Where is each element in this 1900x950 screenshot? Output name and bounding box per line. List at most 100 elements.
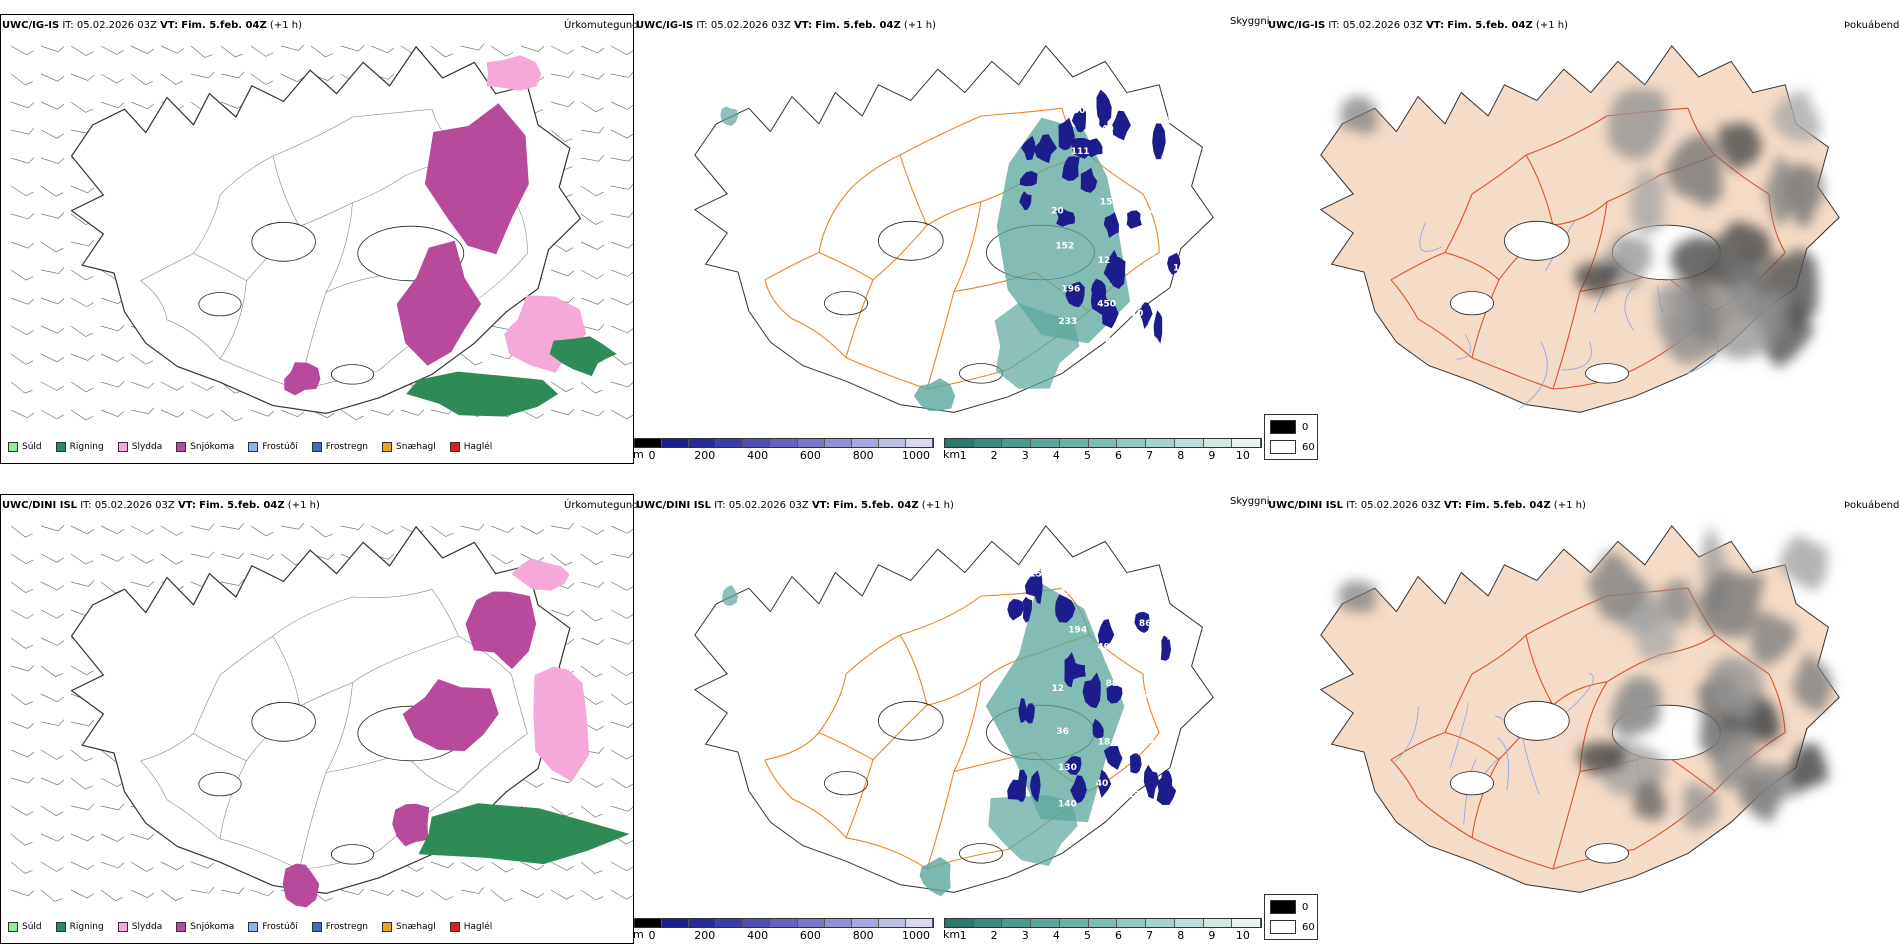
model-name: UWC/DINI ISL [2, 500, 78, 511]
legend-swatch [449, 922, 460, 932]
wind-barb [40, 805, 64, 817]
visibility-value-label: 49 [1097, 642, 1110, 652]
wind-barb [310, 525, 333, 538]
colorbar-tick-label: 3 [1021, 929, 1029, 942]
road-line [1471, 279, 1500, 358]
wind-barb [10, 833, 33, 846]
road-line [458, 733, 528, 793]
wind-barb [370, 45, 395, 54]
wind-barb [100, 381, 125, 388]
fog-areas [1340, 88, 1824, 369]
coastline [1319, 44, 1840, 413]
colorbar-tick-label: 5 [1083, 449, 1091, 462]
snow-area [424, 103, 529, 255]
fog-cell [1664, 134, 1723, 209]
legend-item: Frostregn [311, 922, 368, 932]
wind-barb [10, 73, 33, 86]
wind-barb [10, 609, 34, 619]
valid-time: Fim. 5.feb. 04Z [1465, 500, 1551, 511]
river-line [1497, 737, 1509, 791]
colorbar-tick-label: 7 [1146, 449, 1154, 462]
colorbar-tick-label: 10 [1235, 929, 1250, 942]
road-line [1525, 634, 1554, 706]
fog-cell [1740, 762, 1802, 797]
fog-cell [1713, 725, 1759, 790]
visibility-value-label: 137 [1099, 604, 1118, 614]
wind-barb [40, 719, 65, 727]
wind-barb [40, 212, 65, 219]
colorbar-tick-label: 3 [1021, 449, 1029, 462]
wind-barb [160, 381, 184, 391]
colorbar-ticks: 1 2 3 4 5 6 7 8 9 10 [944, 928, 1262, 942]
colorbar-cell [1203, 439, 1233, 447]
wind-barb [70, 777, 93, 790]
colorbar-strip [634, 918, 934, 928]
panel-type-title: Þokuábendi [1844, 20, 1900, 31]
legend-item: Snjókoma [176, 922, 234, 932]
wind-barb [460, 861, 484, 872]
wind-barb [100, 325, 125, 332]
wind-barb [10, 861, 33, 874]
valid-time: Fim. 5.feb. 04Z [181, 20, 267, 31]
wind-barb [580, 665, 603, 678]
road-line [1525, 154, 1554, 226]
wind-barb [370, 409, 395, 416]
low-ceiling-cell [1086, 138, 1103, 158]
road-line [405, 635, 459, 656]
wind-barb [130, 861, 154, 872]
wind-barb [100, 73, 124, 84]
visibility-value-label: 85 [1129, 581, 1142, 591]
wind-barb [580, 269, 604, 280]
panel-type-title: Úrkomutegund [564, 500, 639, 511]
fog-cell [1683, 781, 1719, 831]
legend-swatch [117, 442, 128, 452]
wind-barb [40, 861, 64, 872]
wind-barb [10, 213, 35, 220]
fog-cell [1718, 121, 1763, 172]
legend-item: Rigning [55, 442, 104, 452]
river-line [1624, 287, 1635, 331]
sleet-area [511, 558, 570, 591]
wind-barb [190, 551, 215, 559]
colorbar-tick-label: 800 [852, 449, 874, 462]
valid-time: Fim. 5.feb. 04Z [199, 500, 285, 511]
legend-swatch [176, 922, 187, 932]
wind-barb [40, 353, 65, 363]
road-line [926, 771, 955, 870]
wind-barb [550, 889, 574, 900]
visibility-value-label: 450 [1097, 299, 1116, 309]
wind-barb [10, 749, 35, 758]
wind-barb [70, 239, 95, 247]
wind-barb [220, 71, 245, 79]
colorbar-unit: m [633, 448, 644, 461]
legend-item: Slydda [117, 442, 162, 452]
wind-barb [610, 409, 633, 420]
wind-barb [70, 269, 94, 281]
road-line [352, 588, 433, 599]
wind-barb [280, 409, 305, 418]
wind-barb [70, 325, 94, 337]
wind-barb [340, 409, 364, 421]
lead-time: (+1 h) [1535, 20, 1568, 31]
road-line [352, 655, 406, 684]
wind-barb [610, 70, 633, 78]
wind-barb [70, 889, 94, 899]
fog-cell [1654, 278, 1697, 343]
colorbar-cell [878, 919, 906, 927]
fog-legend-swatch [1270, 420, 1296, 434]
road-line [764, 279, 793, 320]
model-name: UWC/IG-IS [1268, 20, 1326, 31]
wind-barb [490, 553, 514, 565]
visibility-value-label: 180 [1067, 106, 1086, 116]
wind-barb [520, 889, 545, 899]
colorbar-tick-label: 2 [990, 449, 998, 462]
low-visibility-area [985, 581, 1125, 823]
wind-barb [40, 749, 64, 760]
precip-legend: Súld Rigning Slydda Snjókoma Frostúði Frostre… [8, 442, 492, 452]
wind-barb [610, 581, 633, 591]
colorbar-cell [635, 919, 663, 927]
iceland-land [1319, 44, 1840, 413]
colorbar-tick-label: 600 [799, 929, 821, 942]
road-line [352, 108, 433, 118]
visibility-value-label: 91 [1177, 710, 1190, 720]
